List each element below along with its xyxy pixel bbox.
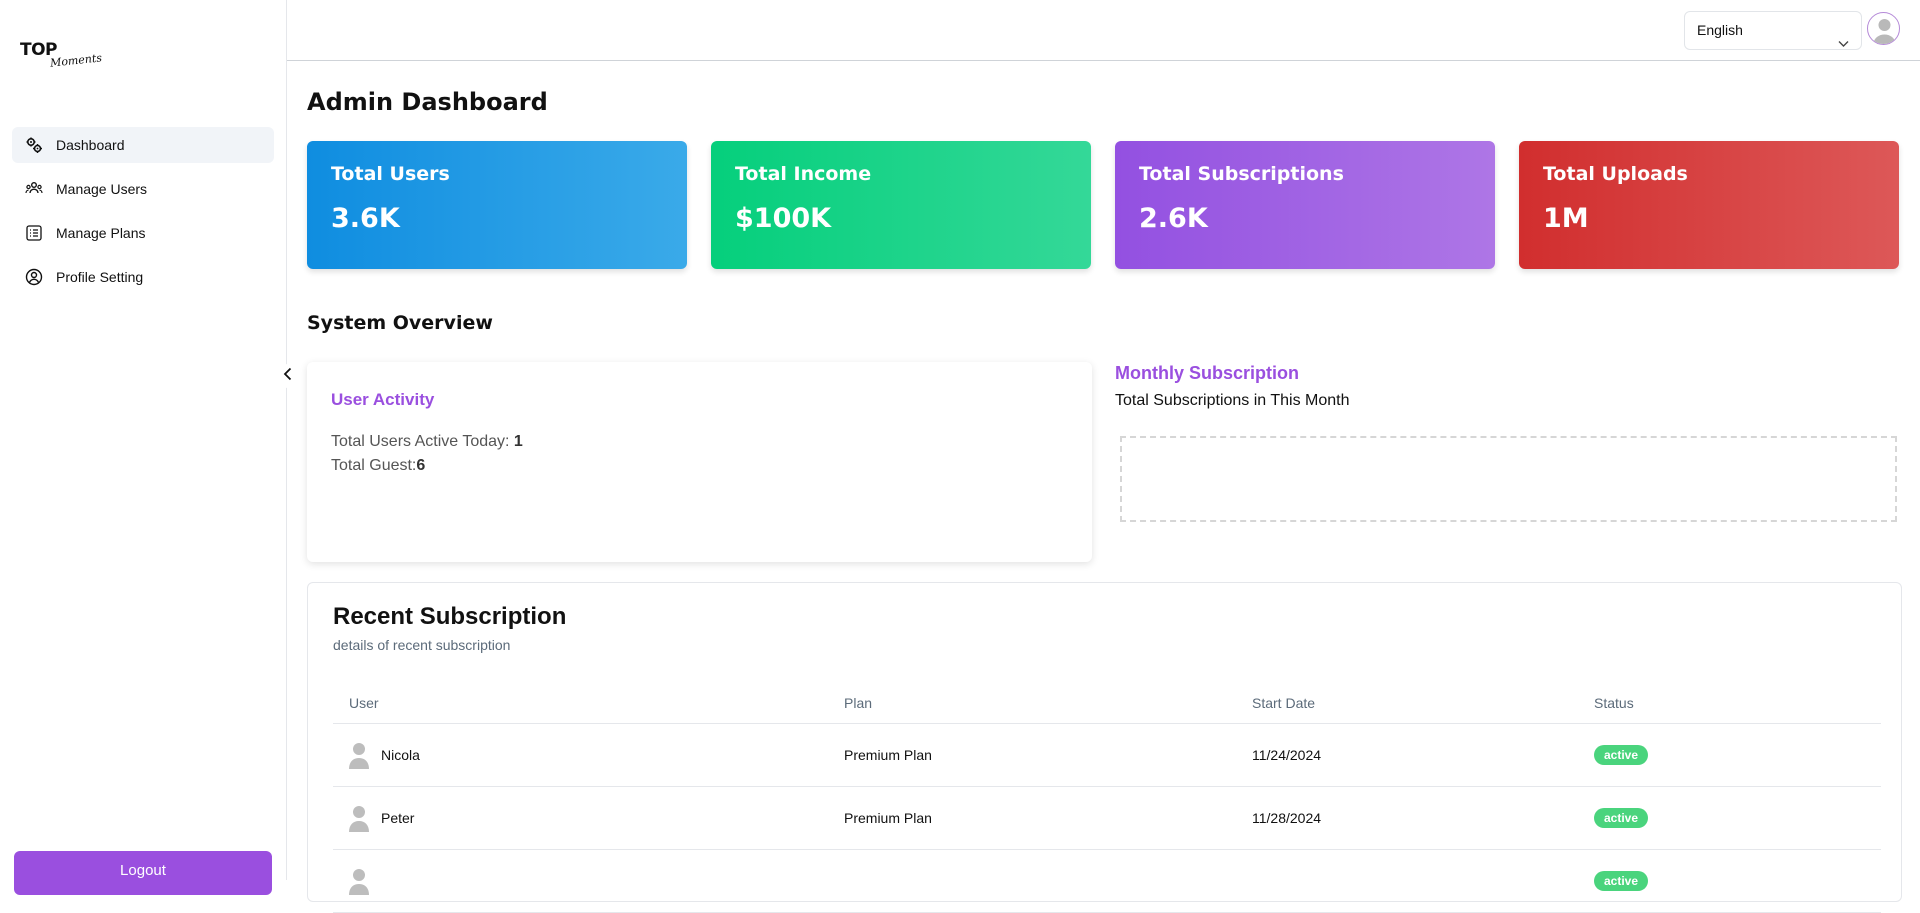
column-header: User <box>333 683 828 724</box>
status-badge: active <box>1594 807 1649 828</box>
subscription-table: User Plan Start Date Status Nicola Premi… <box>333 683 1881 913</box>
page-title: Admin Dashboard <box>307 88 548 116</box>
users-icon <box>24 179 44 199</box>
user-avatar-icon <box>1873 19 1896 44</box>
recent-subscription-panel: Recent Subscription details of recent su… <box>307 582 1902 913</box>
panel-subtitle: details of recent subscription <box>333 637 511 653</box>
section-title-system-overview: System Overview <box>307 312 493 334</box>
status-cell: active <box>1578 723 1881 787</box>
stat-card-label: Total Subscriptions <box>1139 163 1344 185</box>
plan-cell: Premium Plan <box>828 723 1236 787</box>
sidebar-item-manage-users[interactable]: Manage Users <box>12 171 274 207</box>
user-circle-icon <box>24 267 44 287</box>
stat-card-total-users: Total Users 3.6K <box>307 141 687 269</box>
column-header: Plan <box>828 683 1236 724</box>
plan-cell <box>828 849 1236 913</box>
chart-placeholder <box>1120 436 1897 522</box>
panel-subtitle: Total Subscriptions in This Month <box>1115 392 1350 409</box>
user-avatar-icon <box>349 742 369 769</box>
table-row[interactable]: Nicola Premium Plan 11/24/2024 active <box>333 723 1881 787</box>
status-badge: active <box>1594 744 1649 765</box>
user-cell: Peter <box>333 786 828 850</box>
start-date-cell <box>1236 849 1578 913</box>
active-today-value: 1 <box>513 433 523 450</box>
avatar[interactable] <box>1867 12 1900 45</box>
stat-card-value: 1M <box>1543 203 1589 234</box>
stat-card-label: Total Uploads <box>1543 163 1688 185</box>
logo-script-text: Moments <box>49 51 103 70</box>
sidebar-item-label: Manage Plans <box>56 225 146 241</box>
plan-cell: Premium Plan <box>828 786 1236 850</box>
user-activity-panel: User Activity Total Users Active Today: … <box>307 362 1092 562</box>
sidebar: TOP Moments Dashboard Manage Users Manag… <box>0 0 287 895</box>
active-today-line: Total Users Active Today: 1 <box>331 430 1068 454</box>
list-icon <box>24 223 44 243</box>
stat-card-total-subscriptions: Total Subscriptions 2.6K <box>1115 141 1495 269</box>
stat-card-total-uploads: Total Uploads 1M <box>1519 141 1899 269</box>
language-select[interactable]: English <box>1684 11 1862 50</box>
user-info <box>349 867 828 895</box>
column-header: Status <box>1578 683 1881 724</box>
language-value: English <box>1697 22 1743 38</box>
logout-button[interactable]: Logout <box>14 851 272 895</box>
brand-logo[interactable]: TOP Moments <box>20 40 110 74</box>
start-date-cell: 11/24/2024 <box>1236 723 1578 787</box>
status-cell: active <box>1578 786 1881 850</box>
table-header-row: User Plan Start Date Status <box>333 683 1881 724</box>
user-name: Nicola <box>381 746 420 763</box>
collapse-sidebar-button[interactable] <box>277 364 299 388</box>
user-cell <box>333 849 828 913</box>
panel-title: Monthly Subscription <box>1115 363 1299 383</box>
panel-title: Recent Subscription <box>333 603 567 630</box>
stat-card-value: 3.6K <box>331 203 400 234</box>
stat-card-label: Total Income <box>735 163 872 185</box>
column-header: Start Date <box>1236 683 1578 724</box>
sidebar-item-label: Manage Users <box>56 181 148 197</box>
panel-title: User Activity <box>331 390 435 409</box>
user-info: Peter <box>349 804 828 832</box>
table-row[interactable]: active <box>333 849 1881 913</box>
status-badge: active <box>1594 870 1649 891</box>
stat-card-value: $100K <box>735 203 832 234</box>
sidebar-item-label: Profile Setting <box>56 269 144 285</box>
active-today-label: Total Users Active Today: <box>331 433 514 450</box>
stat-card-total-income: Total Income $100K <box>711 141 1091 269</box>
logo-top-text: TOP <box>20 40 58 60</box>
user-name: Peter <box>381 809 415 826</box>
sidebar-nav: Dashboard Manage Users Manage Plans Prof… <box>12 127 274 303</box>
sidebar-item-label: Dashboard <box>56 137 125 153</box>
sidebar-item-dashboard[interactable]: Dashboard <box>12 127 274 163</box>
chevron-left-icon <box>283 367 293 386</box>
guest-line: Total Guest:6 <box>331 454 1068 478</box>
main-content: Admin Dashboard Total Users 3.6K Total I… <box>287 61 1920 913</box>
table-row[interactable]: Peter Premium Plan 11/28/2024 active <box>333 786 1881 850</box>
chevron-down-icon <box>1838 25 1849 62</box>
user-cell: Nicola <box>333 723 828 787</box>
user-info: Nicola <box>349 741 828 769</box>
stat-card-label: Total Users <box>331 163 450 185</box>
user-avatar-icon <box>349 805 369 832</box>
user-avatar-icon <box>349 868 369 895</box>
monthly-subscription-panel: Monthly Subscription Total Subscriptions… <box>1115 363 1900 522</box>
status-cell: active <box>1578 849 1881 913</box>
top-header: English <box>287 0 1920 61</box>
sidebar-item-manage-plans[interactable]: Manage Plans <box>12 215 274 251</box>
stat-card-value: 2.6K <box>1139 203 1208 234</box>
guest-value: 6 <box>416 457 426 474</box>
guest-label: Total Guest: <box>331 457 417 474</box>
gears-icon <box>24 135 44 155</box>
sidebar-item-profile-setting[interactable]: Profile Setting <box>12 259 274 295</box>
start-date-cell: 11/28/2024 <box>1236 786 1578 850</box>
